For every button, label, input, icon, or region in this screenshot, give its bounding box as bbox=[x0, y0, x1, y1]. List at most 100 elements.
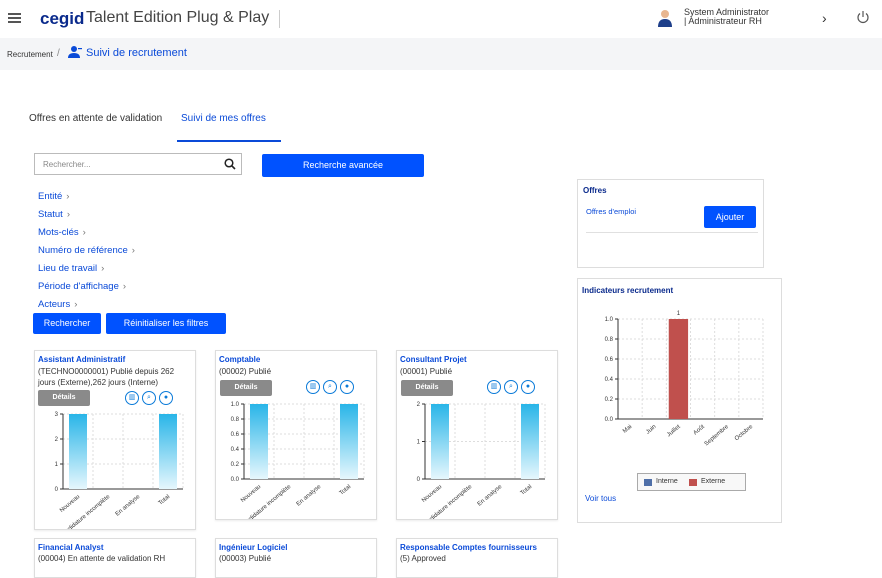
job-subtitle: (00001) Publié bbox=[400, 367, 453, 376]
magnifier-icon[interactable]: ⌕ bbox=[504, 380, 518, 394]
add-button[interactable]: Ajouter bbox=[704, 206, 756, 228]
recruit-person-icon bbox=[68, 46, 82, 58]
bar-chart-icon[interactable]: ▥ bbox=[125, 391, 139, 405]
x-tick-label: Nouveau bbox=[59, 494, 81, 514]
search-input[interactable]: Rechercher... bbox=[34, 153, 242, 175]
job-title[interactable]: Assistant Administratif bbox=[38, 355, 126, 364]
bar-chart-icon[interactable]: ▥ bbox=[487, 380, 501, 394]
y-tick-label: 1.0 bbox=[231, 402, 240, 408]
y-tick-label: 1 bbox=[417, 440, 421, 446]
x-tick-label: Nouveau bbox=[240, 484, 262, 504]
y-tick-label: 2 bbox=[417, 402, 421, 408]
search-button[interactable]: Rechercher bbox=[33, 313, 101, 334]
bar bbox=[431, 404, 449, 479]
y-tick-label: 0.8 bbox=[231, 417, 240, 423]
x-tick-label: En analyse bbox=[477, 484, 504, 508]
y-tick-label: 2 bbox=[55, 437, 59, 443]
y-tick-label: 1.0 bbox=[605, 317, 614, 323]
divider bbox=[586, 232, 758, 233]
bar bbox=[69, 414, 87, 489]
bar bbox=[340, 404, 358, 479]
magnifier-icon[interactable]: ⌕ bbox=[142, 391, 156, 405]
tab-my-offers[interactable]: Suivi de mes offres bbox=[181, 113, 266, 124]
person-icon[interactable]: ● bbox=[159, 391, 173, 405]
breadcrumb-root[interactable]: Recrutement bbox=[7, 50, 53, 59]
details-button[interactable]: Détails bbox=[401, 380, 453, 396]
magnifier-icon[interactable]: ⌕ bbox=[323, 380, 337, 394]
bar bbox=[521, 404, 539, 479]
page-title: Suivi de recrutement bbox=[86, 47, 187, 59]
chevron-right-icon[interactable]: › bbox=[822, 10, 827, 26]
details-button[interactable]: Détails bbox=[220, 380, 272, 396]
see-all-link[interactable]: Voir tous bbox=[585, 494, 617, 503]
job-card: Financial Analyst (00004) En attente de … bbox=[34, 538, 196, 578]
chevron-right-icon: › bbox=[101, 263, 105, 274]
bar bbox=[159, 414, 177, 489]
breadcrumb bbox=[0, 38, 882, 70]
job-title[interactable]: Comptable bbox=[219, 355, 261, 364]
job-subtitle: (00002) Publié bbox=[219, 367, 272, 376]
y-tick-label: 0 bbox=[417, 477, 421, 483]
y-tick-label: 0.6 bbox=[605, 357, 614, 363]
details-button[interactable]: Détails bbox=[38, 390, 90, 406]
user-name[interactable]: System Administrator | Administrateur RH bbox=[684, 7, 770, 26]
indicators-chart: 0.0 0.2 0.4 0.6 0.8 1.0 Mai Juin Juillet 1 AoûtSep… bbox=[605, 311, 764, 448]
x-tick-label: En analyse bbox=[115, 494, 142, 518]
user-avatar-icon[interactable] bbox=[657, 9, 673, 27]
job-offers-link[interactable]: Offres d'emploi bbox=[586, 207, 637, 216]
logo: cegid bbox=[40, 9, 85, 28]
job-title[interactable]: Consultant Projet bbox=[400, 355, 467, 364]
x-tick-label: Juillet bbox=[666, 424, 682, 439]
filter-posting-period[interactable]: Période d'affichage › bbox=[38, 281, 127, 292]
x-tick-label: Juin bbox=[645, 424, 657, 436]
top-bar: cegid Talent Edition Plug & Play System … bbox=[0, 0, 882, 38]
power-icon[interactable] bbox=[856, 10, 870, 24]
job-title[interactable]: Responsable Comptes fournisseurs bbox=[400, 543, 537, 552]
legend-label-interne: Interne bbox=[656, 478, 678, 485]
search-icon[interactable] bbox=[224, 158, 236, 170]
legend-swatch-interne bbox=[644, 479, 652, 486]
advanced-search-button[interactable]: Recherche avancée bbox=[262, 154, 424, 177]
filter-reference-number[interactable]: Numéro de référence › bbox=[38, 245, 135, 256]
filter-actors[interactable]: Acteurs › bbox=[38, 299, 78, 310]
x-tick-label: Total bbox=[339, 484, 353, 497]
job-card: Responsable Comptes fournisseurs (5) App… bbox=[396, 538, 558, 578]
job-title[interactable]: Financial Analyst bbox=[38, 543, 104, 552]
job-card: Comptable (00002) Publié Détails ▥ ⌕ ● 0… bbox=[215, 350, 377, 520]
tab-pending-validation[interactable]: Offres en attente de validation bbox=[29, 113, 163, 124]
filter-entity[interactable]: Entité › bbox=[38, 191, 70, 202]
filter-keywords[interactable]: Mots-clés › bbox=[38, 227, 86, 238]
person-icon[interactable]: ● bbox=[521, 380, 535, 394]
x-tick-label: Nouveau bbox=[421, 484, 443, 504]
reset-filters-button[interactable]: Réinitialiser les filtres bbox=[106, 313, 226, 334]
chart-legend: Interne Externe bbox=[637, 473, 746, 491]
y-tick-label: 0.8 bbox=[605, 337, 614, 343]
legend-label-externe: Externe bbox=[701, 478, 726, 485]
job-title[interactable]: Ingénieur Logiciel bbox=[219, 543, 288, 552]
data-label: 1 bbox=[677, 311, 681, 317]
job-card: Ingénieur Logiciel (00003) Publié bbox=[215, 538, 377, 578]
x-tick-label: Total bbox=[520, 484, 534, 497]
y-tick-label: 0.0 bbox=[605, 417, 614, 423]
x-tick-label: Candidature incomplète bbox=[240, 484, 293, 519]
x-tick-label: Août bbox=[693, 424, 707, 437]
x-tick-label: Septembre bbox=[704, 424, 731, 448]
x-tick-label: Octobre bbox=[734, 424, 755, 443]
y-tick-label: 0.0 bbox=[231, 477, 240, 483]
filter-status[interactable]: Statut › bbox=[38, 209, 70, 220]
bar-chart-icon[interactable]: ▥ bbox=[306, 380, 320, 394]
hamburger-icon[interactable] bbox=[8, 13, 21, 23]
offers-title: Offres bbox=[583, 186, 607, 195]
filter-work-location[interactable]: Lieu de travail › bbox=[38, 263, 105, 274]
job-card: Assistant Administratif (TECHNO0000001) … bbox=[34, 350, 196, 530]
legend-swatch-externe bbox=[689, 479, 697, 486]
y-tick-label: 0.2 bbox=[605, 397, 614, 403]
bar bbox=[668, 319, 689, 419]
person-icon[interactable]: ● bbox=[340, 380, 354, 394]
y-tick-label: 3 bbox=[55, 412, 59, 418]
x-tick-label: Candidature incomplète bbox=[421, 484, 474, 519]
job-subtitle: (5) Approved bbox=[400, 554, 446, 563]
